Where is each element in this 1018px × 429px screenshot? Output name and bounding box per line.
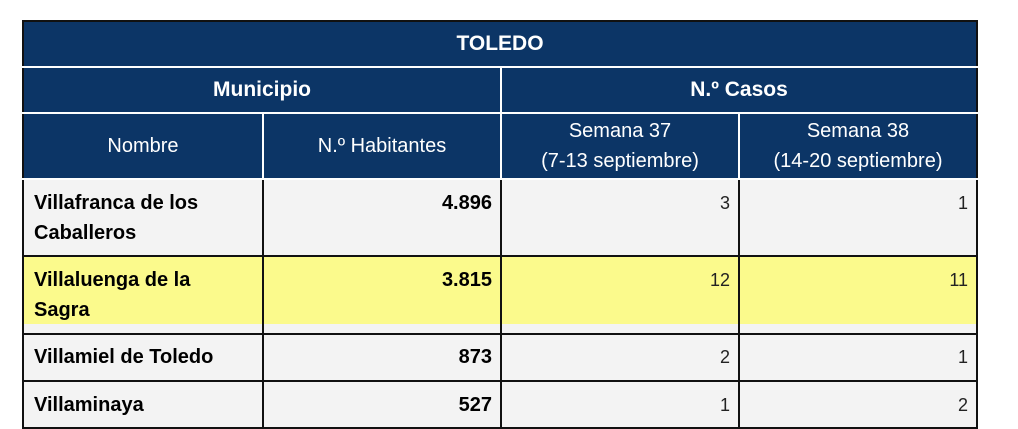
column-header-nombre-line1: Nombre (107, 135, 179, 157)
cell-semana38: 2 (738, 380, 978, 429)
cell-habitantes: 4.896 (262, 178, 502, 257)
highlight-band (502, 257, 738, 324)
cell-semana38: 11 (738, 255, 978, 335)
cell-nombre-line1: Villafranca de los (34, 192, 199, 214)
cell-habitantes: 527 (262, 380, 502, 429)
cell-habitantes-value: 3.815 (441, 269, 492, 291)
cell-semana38-value: 11 (949, 270, 968, 290)
table-row: Villamiel de Toledo 873 2 1 (22, 333, 978, 382)
column-header-semana38-line2: (14-20 septiembre) (773, 150, 943, 172)
cell-nombre-line2: Sagra (34, 299, 90, 321)
cell-habitantes: 3.815 (262, 255, 502, 335)
column-header-semana38: Semana 38 (14-20 septiembre) (738, 112, 978, 180)
cell-nombre-line2: Caballeros (34, 222, 137, 244)
cell-semana38: 1 (738, 178, 978, 257)
column-header-semana38-line1: Semana 38 (806, 120, 910, 142)
column-header-row: Nombre N.º Habitantes Semana 37 (7-13 se… (22, 112, 978, 180)
highlight-band (264, 257, 500, 324)
cell-nombre: Villaminaya (22, 380, 264, 429)
highlight-band (740, 257, 976, 324)
column-header-semana37: Semana 37 (7-13 septiembre) (500, 112, 740, 180)
cell-semana37-value: 12 (709, 270, 730, 290)
column-header-semana37-line2: (7-13 septiembre) (541, 150, 699, 172)
cell-semana37: 1 (500, 380, 740, 429)
highlight-band (24, 257, 262, 324)
group-header-row: Municipio N.º Casos (22, 66, 978, 114)
table-row: Villafranca de los Caballeros 4.896 3 1 (22, 178, 978, 257)
cell-nombre: Villaluenga de la Sagra (22, 255, 264, 335)
column-header-habitantes: N.º Habitantes (262, 112, 502, 180)
cell-nombre-line1: Villaluenga de la (34, 269, 191, 291)
column-header-semana37-line1: Semana 37 (568, 120, 672, 142)
title-row: TOLEDO (22, 20, 978, 68)
column-header-habitantes-line1: N.º Habitantes (317, 135, 447, 157)
cases-table: TOLEDO Municipio N.º Casos Nombre N.º Ha… (22, 20, 978, 429)
table-title: TOLEDO (22, 20, 978, 68)
cell-semana38: 1 (738, 333, 978, 382)
cell-habitantes: 873 (262, 333, 502, 382)
cell-semana37: 3 (500, 178, 740, 257)
cell-semana37: 12 (500, 255, 740, 335)
column-header-nombre: Nombre (22, 112, 264, 180)
table-row-highlighted: Villaluenga de la Sagra 3.815 12 11 (22, 255, 978, 335)
cell-nombre: Villafranca de los Caballeros (22, 178, 264, 257)
cell-semana37: 2 (500, 333, 740, 382)
cell-nombre: Villamiel de Toledo (22, 333, 264, 382)
table-row: Villaminaya 527 1 2 (22, 380, 978, 429)
group-header-municipio: Municipio (22, 66, 502, 114)
group-header-casos: N.º Casos (500, 66, 978, 114)
